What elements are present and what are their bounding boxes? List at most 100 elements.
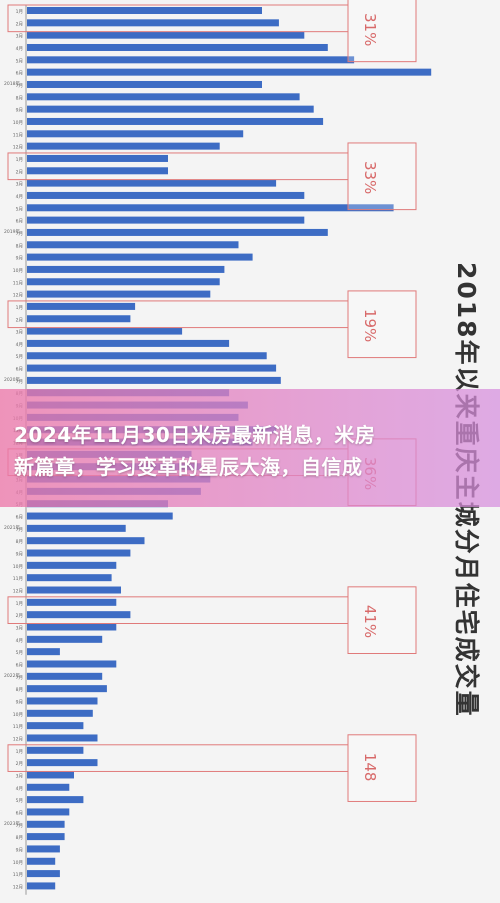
- annotation-label: 19%: [361, 309, 379, 342]
- bar: [27, 574, 112, 582]
- tick-label: 12月: [13, 145, 23, 151]
- tick-label: 7月: [16, 823, 23, 829]
- tick-label: 10月: [13, 120, 23, 126]
- bar: [27, 623, 117, 631]
- tick-label: 11月: [13, 576, 23, 582]
- bar: [27, 549, 131, 557]
- bar: [27, 833, 65, 841]
- tick-label: 11月: [13, 872, 23, 878]
- bar: [27, 672, 103, 680]
- tick-label: 1月: [16, 749, 23, 755]
- tick-label: 5月: [16, 354, 23, 360]
- bar: [27, 783, 70, 791]
- tick-label: 7月: [16, 231, 23, 237]
- bar: [27, 734, 98, 742]
- tick-label: 1月: [16, 305, 23, 311]
- annotation-side-box: [347, 0, 417, 63]
- bar: [27, 648, 60, 656]
- tick-label: 2月: [16, 21, 23, 27]
- tick-label: 12月: [13, 884, 23, 890]
- bar: [27, 870, 60, 878]
- year-label: 2021年: [4, 524, 20, 531]
- bar: [27, 19, 279, 27]
- tick-label: 11月: [13, 724, 23, 730]
- bar: [27, 524, 126, 532]
- tick-label: 8月: [16, 95, 23, 101]
- tick-label: 5月: [16, 798, 23, 804]
- tick-label: 8月: [16, 835, 23, 841]
- tick-label: 11月: [13, 132, 23, 138]
- year-labels: 2018年 2019年 2020年 2021年 2022年 2023年: [4, 80, 20, 827]
- tick-label: 4月: [16, 786, 23, 792]
- tick-label: 10月: [13, 268, 23, 274]
- bar: [27, 80, 262, 88]
- tick-label: 8月: [16, 687, 23, 693]
- bar: [27, 93, 300, 101]
- tick-label: 2月: [16, 613, 23, 619]
- bar: [27, 685, 107, 693]
- bar: [27, 746, 84, 754]
- year-label: 2019年: [4, 228, 20, 235]
- tick-label: 5月: [16, 650, 23, 656]
- headline-line-1: 2024年11月30日米房最新消息，米房: [14, 423, 376, 447]
- tick-label: 6月: [16, 810, 23, 816]
- bar: [27, 722, 84, 730]
- annotation-side-box: [347, 290, 417, 359]
- bar: [27, 216, 305, 224]
- tick-label: 6月: [16, 515, 23, 521]
- tick-label: 2月: [16, 317, 23, 323]
- bar: [27, 167, 168, 175]
- bar: [27, 845, 60, 853]
- bar: [27, 598, 117, 606]
- tick-label: 6月: [16, 662, 23, 668]
- bar: [27, 56, 355, 64]
- bar: [27, 130, 244, 138]
- bar: [27, 820, 65, 828]
- tick-label: 4月: [16, 342, 23, 348]
- tick-label: 11月: [13, 280, 23, 286]
- tick-label: 10月: [13, 712, 23, 718]
- year-label: 2018年: [4, 80, 20, 87]
- tick-label: 3月: [16, 34, 23, 40]
- tick-label: 7月: [16, 379, 23, 385]
- year-label: 2023年: [4, 820, 20, 827]
- annotation-label: 33%: [361, 161, 379, 194]
- tick-label: 8月: [16, 243, 23, 249]
- headline-line-2: 新篇章，学习变革的星辰大海，自信成: [14, 455, 363, 479]
- bar: [27, 771, 74, 779]
- annotation-side-box: [347, 586, 417, 655]
- tick-label: 1月: [16, 601, 23, 607]
- bar: [27, 561, 117, 569]
- bar: [27, 364, 277, 372]
- bar: [27, 204, 394, 212]
- bar: [27, 105, 314, 113]
- annotation-label: 31%: [361, 13, 379, 46]
- tick-label: 12月: [13, 589, 23, 595]
- tick-label: 1月: [16, 157, 23, 163]
- bar: [27, 117, 324, 125]
- tick-label: 4月: [16, 638, 23, 644]
- tick-label: 5月: [16, 58, 23, 64]
- tick-label: 4月: [16, 194, 23, 200]
- year-label: 2022年: [4, 672, 20, 679]
- tick-label: 12月: [13, 293, 23, 299]
- tick-label: 9月: [16, 108, 23, 114]
- bar: [27, 512, 173, 520]
- bar: [27, 241, 239, 249]
- bar: [27, 635, 103, 643]
- annotation-label: 41%: [361, 605, 379, 638]
- tick-label: 9月: [16, 847, 23, 853]
- bar: [27, 586, 121, 594]
- bar: [27, 302, 136, 310]
- tick-label: 6月: [16, 71, 23, 77]
- tick-label: 3月: [16, 773, 23, 779]
- bar: [27, 857, 56, 865]
- tick-label: 6月: [16, 219, 23, 225]
- tick-label: 3月: [16, 182, 23, 188]
- bar: [27, 253, 253, 261]
- bar: [27, 808, 70, 816]
- tick-label: 8月: [16, 539, 23, 545]
- bar: [27, 352, 267, 360]
- tick-label: 7月: [16, 83, 23, 89]
- tick-label: 3月: [16, 626, 23, 632]
